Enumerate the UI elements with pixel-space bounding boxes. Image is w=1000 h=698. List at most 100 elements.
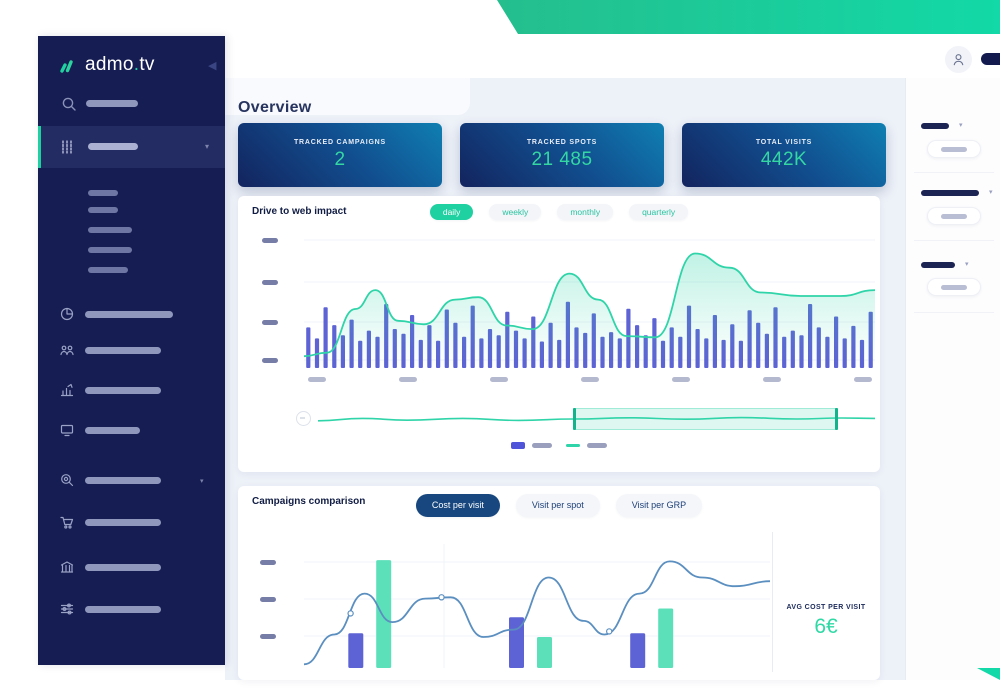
sidebar-collapse-icon[interactable]: ◀: [208, 60, 217, 72]
top-banner-accent: [497, 0, 1000, 34]
brush-area[interactable]: [318, 408, 875, 430]
logo: admo.tv ◀: [38, 52, 225, 82]
campaigns-card-title: Campaigns comparison: [252, 496, 366, 507]
sidebar-item-placeholder: [85, 427, 140, 434]
legend-label-placeholder: [532, 443, 552, 448]
drive-chart: [304, 238, 875, 368]
tab-cost-per-visit[interactable]: Cost per visit: [415, 494, 500, 517]
sidebar-item-search-target[interactable]: ▾: [38, 470, 225, 494]
brush-selection[interactable]: [574, 408, 836, 430]
logo-text[interactable]: admo.tv: [85, 54, 155, 75]
stat-card-label: TRACKED SPOTS: [526, 139, 598, 146]
stat-card-label: TOTAL VISITS: [755, 139, 813, 146]
tab-daily[interactable]: daily: [429, 204, 474, 220]
sidebar-item-placeholder: [85, 477, 161, 484]
sidebar-item-bank[interactable]: [38, 557, 225, 581]
chevron-down-icon[interactable]: ▾: [965, 261, 969, 268]
sidebar-subitem[interactable]: [88, 227, 132, 233]
sidebar-subitem[interactable]: [88, 190, 118, 196]
search-icon: [62, 97, 76, 111]
axis-tick-placeholder: [581, 377, 599, 382]
chevron-down-icon: ▾: [204, 142, 209, 151]
search-placeholder: [86, 100, 138, 107]
tab-weekly[interactable]: weekly: [489, 204, 542, 220]
sidebar-subitem[interactable]: [88, 267, 128, 273]
filters-panel: ▾ ▾ ▾: [905, 78, 1000, 680]
sidebar-item-bar-growth[interactable]: [38, 380, 225, 404]
brush-handle-right[interactable]: [834, 408, 838, 430]
sidebar-item-active[interactable]: ▾: [38, 126, 225, 168]
avg-cost-panel: AVG COST PER VISIT 6€: [772, 604, 880, 639]
axis-tick-placeholder: [262, 358, 278, 363]
stats-row: TRACKED CAMPAIGNS 2 TRACKED SPOTS 21 485 TOT…: [238, 123, 886, 187]
page-title: Overview: [238, 98, 312, 116]
sidebar-subitem[interactable]: [88, 207, 118, 213]
axis-tick-placeholder: [260, 634, 276, 639]
sidebar-search[interactable]: [38, 94, 225, 118]
tab-visit-per-spot[interactable]: Visit per spot: [515, 494, 600, 517]
chevron-down-icon[interactable]: ▾: [959, 122, 963, 129]
filter-value-pill[interactable]: [927, 207, 981, 225]
user-avatar[interactable]: [945, 46, 972, 73]
tab-quarterly[interactable]: quarterly: [629, 204, 689, 220]
campaigns-chart: [304, 544, 770, 668]
sidebar-item-pie-chart[interactable]: [38, 304, 225, 328]
tab-visit-per-grp[interactable]: Visit per GRP: [615, 494, 703, 517]
search-target-icon: [61, 474, 74, 487]
axis-tick-placeholder: [262, 320, 278, 325]
chevron-down-icon[interactable]: ▾: [989, 189, 993, 196]
stat-card-value: 21 485: [531, 149, 593, 170]
cart-icon: [60, 516, 74, 529]
filter-value-placeholder: [941, 214, 967, 219]
axis-tick-placeholder: [262, 280, 278, 285]
sidebar-subitem[interactable]: [88, 247, 132, 253]
audience-icon: [60, 345, 74, 356]
axis-tick-placeholder: [490, 377, 508, 382]
sidebar-item-placeholder: [85, 519, 161, 526]
screen-icon: [60, 424, 74, 437]
stat-card-3: TOTAL VISITS 442K: [682, 123, 886, 187]
active-item-placeholder: [88, 143, 138, 150]
sidebar-item-placeholder: [85, 606, 161, 613]
logo-icon: [58, 55, 80, 82]
sidebar-item-placeholder: [85, 311, 173, 318]
legend-item-line[interactable]: [566, 443, 607, 448]
avg-cost-value: 6€: [814, 615, 838, 638]
filter-value-pill[interactable]: [927, 140, 981, 158]
sidebar: admo.tv ◀ ▾ ▾: [38, 36, 225, 665]
brush-minichart: [318, 408, 875, 430]
sidebar-item-screen[interactable]: [38, 420, 225, 444]
title-backdrop: [225, 78, 470, 115]
axis-tick-placeholder: [854, 377, 872, 382]
campaigns-metric-tabs: Cost per visit Visit per spot Visit per GR…: [238, 494, 880, 517]
drive-to-web-card: Drive to web impact daily weekly monthly qu…: [238, 196, 880, 472]
divider: [914, 172, 994, 173]
filter-label-placeholder: [921, 262, 955, 268]
stat-card-value: 2: [334, 149, 346, 170]
avg-cost-label: AVG COST PER VISIT: [786, 604, 866, 611]
pie-chart-icon: [60, 307, 74, 321]
filter-label-placeholder: [921, 123, 949, 129]
axis-tick-placeholder: [399, 377, 417, 382]
axis-tick-placeholder: [260, 597, 276, 602]
axis-tick-placeholder: [763, 377, 781, 382]
divider: [772, 532, 773, 672]
sidebar-item-cart[interactable]: [38, 512, 225, 536]
tab-monthly[interactable]: monthly: [557, 204, 614, 220]
axis-tick-placeholder: [308, 377, 326, 382]
legend-item-bars[interactable]: [511, 442, 552, 449]
drive-period-tabs: daily weekly monthly quarterly: [238, 204, 880, 220]
brush-handle-left[interactable]: [572, 408, 576, 430]
filter-value-pill[interactable]: [927, 278, 981, 296]
legend-swatch-line: [566, 444, 580, 447]
stat-card-value: 442K: [760, 149, 808, 170]
sidebar-item-placeholder: [85, 387, 161, 394]
sidebar-item-audience[interactable]: [38, 340, 225, 364]
axis-tick-placeholder: [260, 560, 276, 565]
filter-label-placeholder: [921, 190, 979, 196]
sidebar-item-sliders[interactable]: [38, 599, 225, 623]
user-name-placeholder[interactable]: [981, 53, 1000, 65]
legend-label-placeholder: [587, 443, 607, 448]
filter-value-placeholder: [941, 147, 967, 152]
